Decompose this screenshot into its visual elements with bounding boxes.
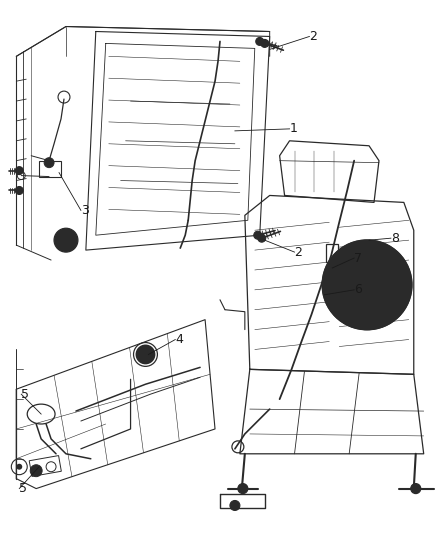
Circle shape [54,228,78,252]
Circle shape [260,39,268,47]
Text: 8: 8 [390,232,398,245]
Circle shape [61,235,71,245]
Circle shape [253,231,261,239]
Circle shape [15,167,23,175]
Text: 2: 2 [309,30,317,43]
Circle shape [30,465,42,477]
Text: 5: 5 [21,387,29,401]
Circle shape [255,37,263,45]
Text: 4: 4 [175,333,183,346]
Circle shape [410,483,420,494]
Circle shape [230,500,239,511]
Circle shape [257,234,265,242]
Circle shape [135,344,155,365]
Text: 2: 2 [294,246,302,259]
Text: 1: 1 [289,123,297,135]
Text: 6: 6 [353,284,361,296]
Text: 5: 5 [19,482,27,495]
Text: 3: 3 [81,204,88,217]
Bar [325,244,337,262]
Circle shape [16,464,22,470]
Bar [29,456,61,477]
Bar [39,160,61,176]
Circle shape [321,240,411,329]
Circle shape [237,483,247,494]
Text: 7: 7 [353,252,361,264]
Circle shape [15,187,23,195]
Circle shape [44,158,54,168]
